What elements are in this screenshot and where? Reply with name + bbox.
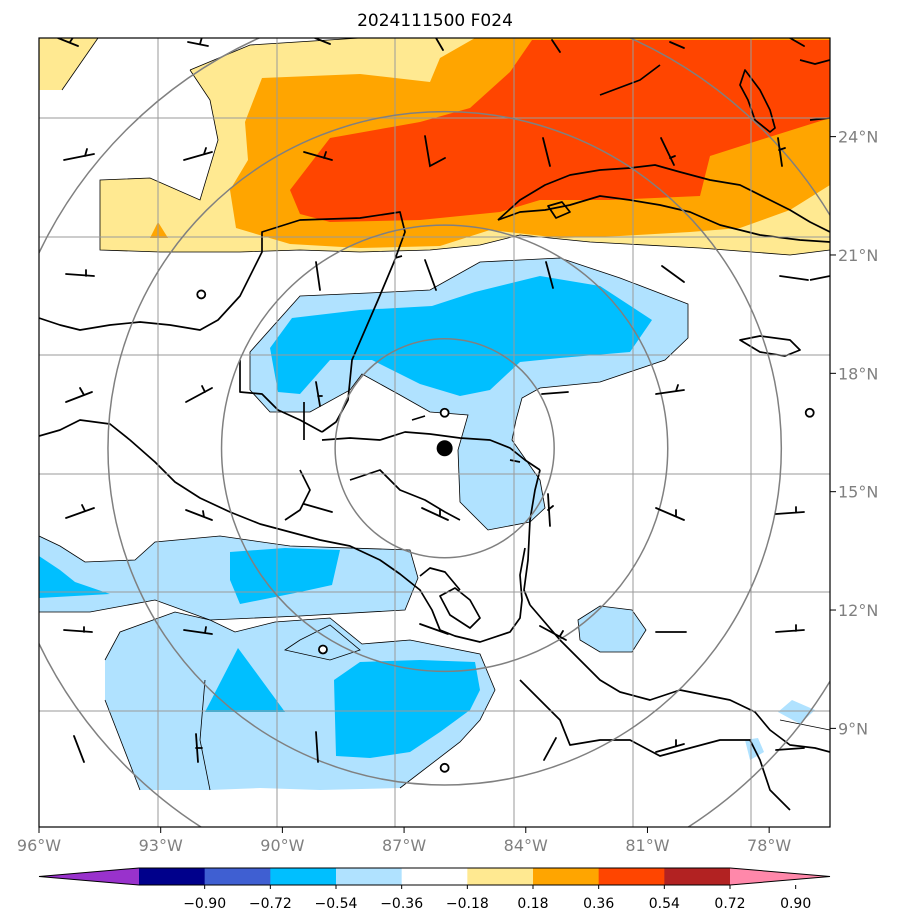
colorbar-tick-label: 0.54	[649, 896, 680, 912]
lat-tick-label: 18°N	[838, 364, 878, 383]
range-rings	[39, 38, 830, 827]
lon-tick-label: 78°W	[747, 836, 791, 855]
map-frame	[38, 37, 831, 828]
chart-title: 2024111500 F024	[357, 11, 513, 31]
colorbar-segment	[139, 868, 206, 885]
lat-tick-label: 15°N	[838, 483, 878, 502]
colorbar-segment	[204, 868, 271, 885]
colorbar-tick-label: 0.90	[780, 896, 811, 912]
center-marker	[436, 440, 453, 457]
colorbar-tick-label: −0.72	[249, 896, 292, 912]
colorbar-segment	[467, 868, 534, 885]
field-neg-036-054	[39, 276, 652, 758]
calm-marker	[196, 289, 207, 300]
range-ring	[220, 224, 669, 673]
colorbar-segment	[664, 868, 731, 885]
calm-markers	[196, 289, 815, 773]
map-area	[39, 38, 830, 827]
colorbar: −0.90 −0.72 −0.54 −0.36 −0.18 0.18 0.36 0.54 0.7…	[38, 867, 831, 912]
colorbar-tick-label: −0.54	[315, 896, 358, 912]
colorbar-outline	[38, 867, 831, 886]
calm-marker	[804, 407, 815, 418]
coastlines	[39, 59, 830, 811]
colorbar-tick-label: −0.18	[446, 896, 489, 912]
lat-tick-label: 24°N	[838, 128, 878, 147]
colorbar-tick-label: −0.90	[183, 896, 226, 912]
lon-tick-label: 96°W	[17, 836, 61, 855]
lon-tick-label: 81°W	[625, 836, 669, 855]
lat-tick-label: 9°N	[838, 719, 868, 738]
wind-barbs	[57, 38, 809, 763]
colorbar-segment	[533, 868, 600, 885]
lon-tick-label: 84°W	[504, 836, 548, 855]
lon-tick-label: 93°W	[139, 836, 183, 855]
latitude-ticks: 24°N 21°N 18°N 15°N 12°N 9°N	[830, 128, 878, 738]
colorbar-tick-label: 0.72	[714, 896, 745, 912]
colorbar-extend-high	[730, 868, 830, 885]
lat-tick-label: 21°N	[838, 246, 878, 265]
lon-tick-label: 90°W	[260, 836, 304, 855]
colorbar-segment	[598, 868, 665, 885]
colorbar-segment	[270, 868, 337, 885]
range-ring	[334, 338, 555, 559]
colorbar-segment	[336, 868, 403, 885]
field-neg-018-036	[39, 258, 815, 790]
calm-marker	[318, 644, 328, 655]
calm-marker	[439, 407, 450, 418]
range-ring	[107, 110, 783, 786]
colorbar-tick-label: −0.36	[380, 896, 423, 912]
longitude-ticks: 96°W 93°W 90°W 87°W 84°W 81°W 78°W	[17, 827, 791, 855]
calm-marker	[439, 762, 450, 773]
colorbar-segment	[401, 868, 468, 885]
lon-tick-label: 87°W	[382, 836, 426, 855]
colorbar-extend-low	[39, 868, 139, 885]
lat-tick-label: 12°N	[838, 601, 878, 620]
colorbar-tick-label: 0.36	[583, 896, 614, 912]
colorbar-tick-label: 0.18	[517, 896, 548, 912]
